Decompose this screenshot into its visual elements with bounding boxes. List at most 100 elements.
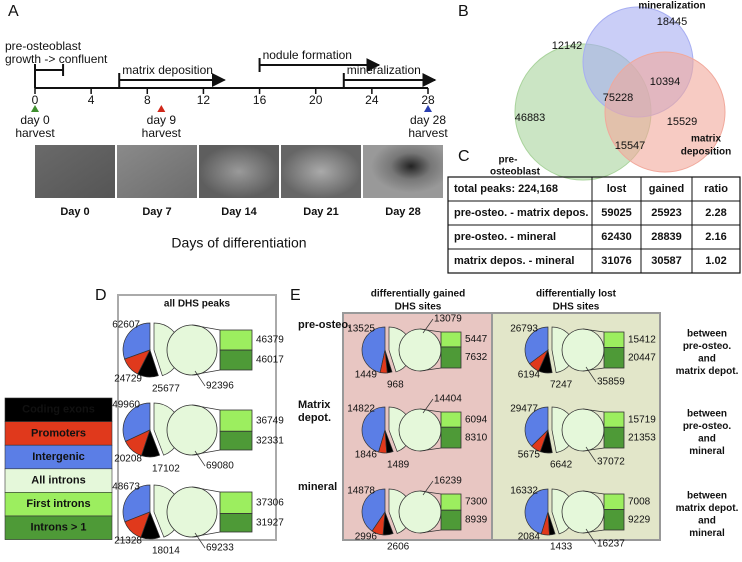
intron-detail xyxy=(166,404,218,456)
later-intron-box xyxy=(603,426,625,449)
phase-label: nodule formation xyxy=(263,48,352,62)
count-label: 24729 xyxy=(114,374,142,385)
legend-label: Intergenic xyxy=(32,451,85,463)
intron-detail xyxy=(561,328,605,372)
leader xyxy=(585,366,597,383)
later-intron-box xyxy=(219,349,253,371)
venn-count: 75228 xyxy=(603,92,634,104)
tick-label: 8 xyxy=(144,93,151,107)
count-label: 48673 xyxy=(112,482,140,493)
leader xyxy=(194,370,206,387)
first-intron-box xyxy=(219,409,253,432)
intron-detail xyxy=(561,490,605,534)
table-cell: 2.16 xyxy=(705,231,726,243)
table-cell: pre-osteo. - mineral xyxy=(454,231,556,243)
count-label: 6094 xyxy=(465,414,488,425)
row-label: matrix depot. xyxy=(676,366,739,377)
tick-label: 28 xyxy=(421,93,435,107)
connector xyxy=(419,490,442,495)
row-label: and xyxy=(698,516,716,527)
row-label: and xyxy=(698,434,716,445)
count-label: 6194 xyxy=(518,370,541,381)
later-intron-box xyxy=(440,426,462,449)
count-label: 20447 xyxy=(628,352,656,363)
legend-label: Coding exons xyxy=(22,404,95,416)
row-label: and xyxy=(698,354,716,365)
count-label: 5447 xyxy=(465,334,488,345)
tick-label: 20 xyxy=(309,93,323,107)
connector xyxy=(582,408,605,413)
count-label: 31927 xyxy=(256,517,284,528)
connector xyxy=(191,324,221,331)
column-title: DHS sites xyxy=(553,302,600,313)
count-label: 14404 xyxy=(434,394,462,405)
connector xyxy=(582,367,605,372)
row-label: between xyxy=(687,491,727,502)
pie-slice xyxy=(141,428,161,458)
legend-label: Promoters xyxy=(31,427,86,439)
panel-label: D xyxy=(95,287,107,304)
panel-label: C xyxy=(458,148,470,165)
pie-slice xyxy=(538,348,553,374)
leader xyxy=(422,398,434,414)
tick-label: 0 xyxy=(32,93,39,107)
connector xyxy=(582,328,605,333)
row-label: pre-osteo. xyxy=(683,341,732,352)
leader xyxy=(422,480,434,496)
pie-slice xyxy=(122,484,151,523)
pie-slice xyxy=(384,349,393,374)
venn-count: 15547 xyxy=(615,140,646,152)
table-cell: pre-osteo. - matrix depos. xyxy=(454,207,588,219)
leader xyxy=(422,318,434,334)
first-intron-box xyxy=(440,331,462,348)
row-label: mineral xyxy=(298,481,337,493)
growth-label: pre-osteoblast xyxy=(5,39,82,53)
column-title: differentially gained xyxy=(371,289,465,300)
harvest-note: harvest xyxy=(142,126,182,140)
venn-set-label: pre- xyxy=(499,155,518,166)
later-intron-box xyxy=(603,347,625,369)
pie-slice xyxy=(547,511,556,536)
table-cell: 30587 xyxy=(651,255,682,267)
count-label: 2606 xyxy=(387,542,410,553)
table-cell: total peaks: 224,168 xyxy=(454,183,558,195)
count-label: 21353 xyxy=(628,432,656,443)
count-label: 21328 xyxy=(114,536,142,547)
later-intron-box xyxy=(440,509,462,531)
panel-label: B xyxy=(458,3,469,20)
table-cell: 1.02 xyxy=(705,255,726,267)
count-label: 20208 xyxy=(114,454,142,465)
count-label: 6642 xyxy=(550,460,573,471)
leader xyxy=(194,532,206,549)
count-label: 16332 xyxy=(510,486,538,497)
pie-slice xyxy=(524,406,549,447)
pie-slice xyxy=(384,429,394,454)
panel-label: A xyxy=(8,3,19,20)
count-label: 13079 xyxy=(434,314,462,325)
pie-slice xyxy=(524,326,549,365)
connector xyxy=(582,447,605,452)
pie-slice xyxy=(361,488,386,532)
row-label: depot. xyxy=(298,412,331,424)
count-label: 46379 xyxy=(256,335,284,346)
panel-d-frame xyxy=(117,294,277,541)
micrograph xyxy=(363,145,443,198)
intron-detail xyxy=(561,408,605,452)
count-label: 69080 xyxy=(206,461,234,472)
pie-slice xyxy=(382,511,394,536)
venn-count: 18445 xyxy=(657,16,688,28)
pie-slice xyxy=(140,511,161,540)
row-label: matrix depot. xyxy=(676,503,739,514)
connector xyxy=(419,408,442,413)
table-cell: gained xyxy=(649,183,684,195)
pie-slice xyxy=(539,428,553,454)
first-intron-box xyxy=(603,411,625,428)
count-label: 7632 xyxy=(465,352,488,363)
count-label: 32331 xyxy=(256,435,284,446)
count-label: 15412 xyxy=(628,334,656,345)
tick-label: 16 xyxy=(253,93,267,107)
later-intron-box xyxy=(219,430,253,451)
phase-label: mineralization xyxy=(347,63,421,77)
table-cell: 62430 xyxy=(601,231,632,243)
table-cell: 28839 xyxy=(651,231,682,243)
